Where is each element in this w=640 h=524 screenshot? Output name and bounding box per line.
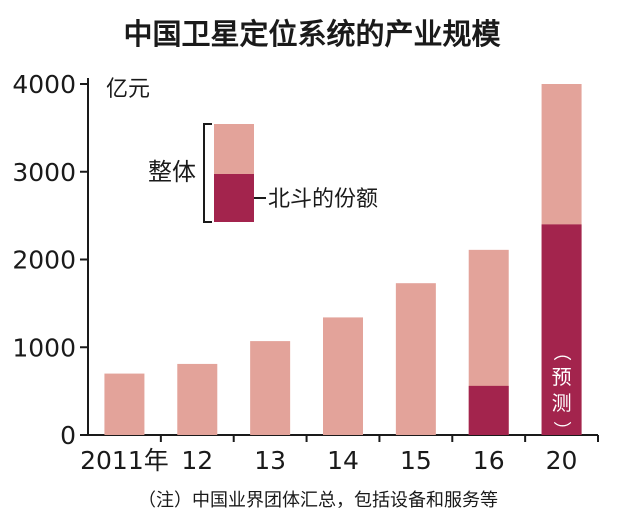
bar-total-3 bbox=[323, 317, 363, 435]
forecast-label-char-1: 预 bbox=[552, 365, 572, 389]
y-tick-label-3: 3000 bbox=[12, 158, 76, 187]
y-tick-label-2: 2000 bbox=[12, 246, 76, 275]
plot-area: 0 1000 2000 3000 4000 2011年 12 13 14 15 16 20 （ 预测 ） bbox=[12, 70, 599, 475]
y-tick-label-0: 0 bbox=[60, 421, 76, 450]
legend-label-total: 整体 bbox=[148, 158, 196, 186]
forecast-label-char-3: ） bbox=[551, 421, 572, 439]
x-tick-label-4: 15 bbox=[400, 446, 432, 475]
y-unit-label: 亿元 bbox=[106, 77, 150, 102]
x-tick-label-6: 20 bbox=[546, 446, 578, 475]
bar-beidou-6 bbox=[541, 224, 582, 435]
chart-title: 中国卫星定位系统的产业规模 bbox=[123, 17, 501, 51]
bar-total-1 bbox=[177, 363, 218, 435]
y-tick-label-1: 1000 bbox=[12, 333, 76, 362]
bar-total-4 bbox=[395, 283, 436, 435]
forecast-label-char-0: （ bbox=[551, 343, 572, 361]
footnote: （注）中国业界团体汇总，包括设备和服务等 bbox=[138, 490, 498, 511]
legend-label-beidou: 北斗的份额 bbox=[268, 187, 378, 212]
legend-bracket bbox=[203, 123, 212, 223]
x-tick-label-2: 13 bbox=[254, 446, 286, 475]
bar-total-2 bbox=[250, 341, 291, 435]
forecast-label-char-2: 测 bbox=[552, 391, 572, 415]
x-tick-label-1: 12 bbox=[181, 446, 213, 475]
legend-swatch-beidou bbox=[214, 174, 254, 222]
x-tick-label-5: 16 bbox=[473, 446, 505, 475]
bar-total-0 bbox=[104, 373, 145, 435]
bar-beidou-5 bbox=[468, 385, 509, 435]
y-tick-label-4: 4000 bbox=[12, 70, 76, 99]
x-tick-label-3: 14 bbox=[327, 446, 359, 475]
legend-swatch-total bbox=[214, 124, 254, 174]
x-tick-label-0: 2011年 bbox=[80, 446, 169, 475]
